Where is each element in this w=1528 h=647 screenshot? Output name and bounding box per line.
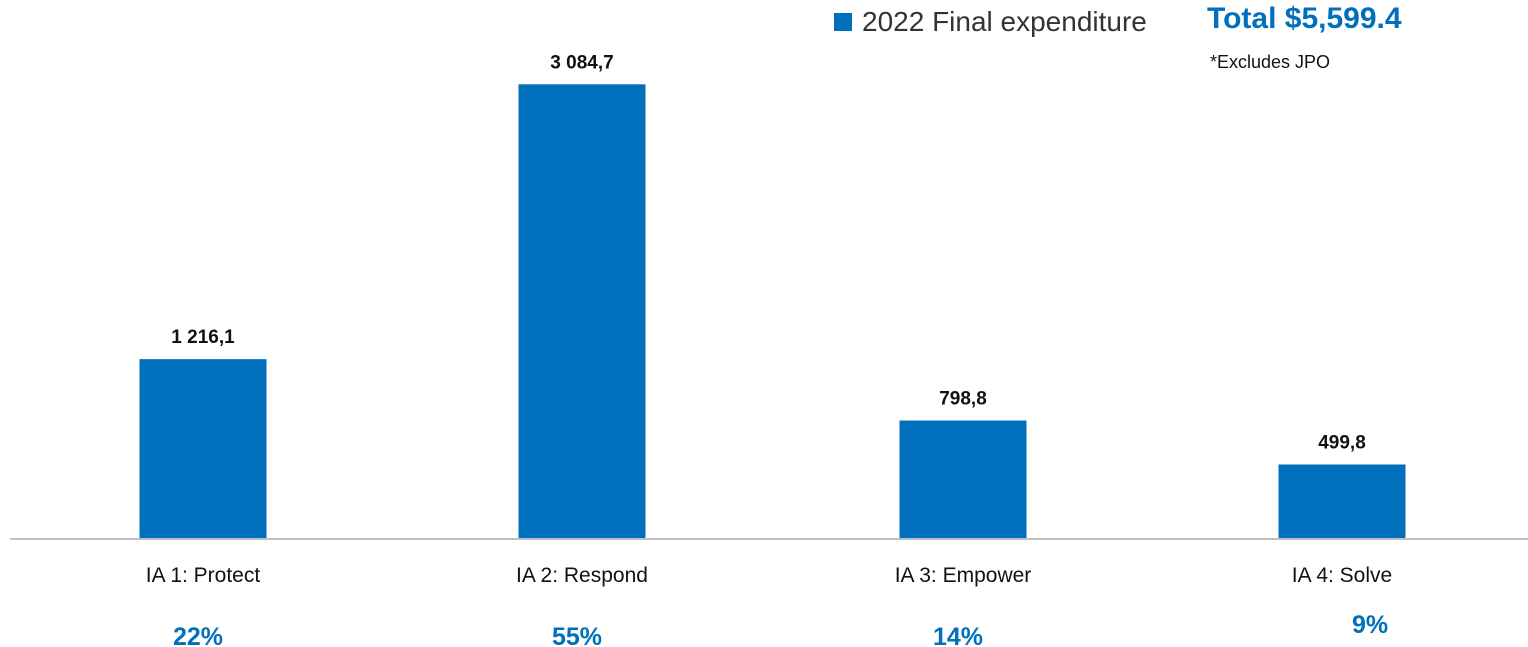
bar-value-label: 1 216,1 [171, 327, 235, 348]
share-label: 14% [933, 623, 983, 647]
bar-value-label: 499,8 [1318, 432, 1366, 453]
legend: 2022 Final expenditure [834, 4, 1147, 40]
category-label: IA 2: Respond [516, 564, 648, 587]
share-label: 9% [1352, 611, 1388, 639]
bars-group [139, 84, 1406, 538]
bar [1278, 464, 1406, 538]
bar-value-label: 3 084,7 [550, 52, 613, 73]
share-labels-group: 22% 55% 14% 9% [173, 611, 1388, 647]
bar [139, 359, 267, 538]
total-label: Total $5,599.4 [1207, 2, 1402, 35]
value-labels-group: 1 216,1 3 084,7 798,8 499,8 [171, 52, 1365, 453]
category-label: IA 1: Protect [146, 564, 261, 587]
legend-swatch-icon [834, 13, 852, 31]
share-label: 22% [173, 623, 223, 647]
legend-label: 2022 Final expenditure [862, 6, 1147, 37]
share-label: 55% [552, 623, 602, 647]
bar [899, 420, 1027, 538]
bar [518, 84, 646, 538]
category-labels-group: IA 1: Protect IA 2: Respond IA 3: Empower I… [146, 564, 1392, 587]
category-label: IA 4: Solve [1292, 564, 1392, 587]
category-label: IA 3: Empower [895, 564, 1032, 587]
footnote: *Excludes JPO [1210, 52, 1331, 72]
bar-value-label: 798,8 [939, 389, 987, 410]
